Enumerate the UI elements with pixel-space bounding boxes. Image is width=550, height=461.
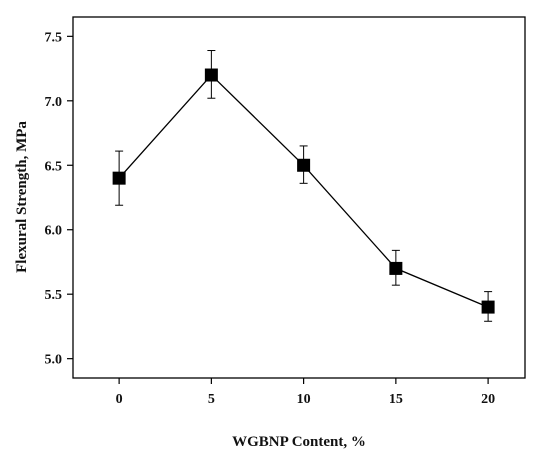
data-point-marker: [204, 68, 218, 82]
plot-frame: [72, 16, 526, 379]
x-tick-label: 0: [116, 392, 123, 407]
data-point-marker: [481, 300, 495, 314]
data-point-marker: [112, 171, 126, 185]
x-axis-title: WGBNP Content, %: [232, 434, 366, 450]
y-tick-label: 5.0: [45, 353, 63, 368]
x-tick-label: 15: [389, 392, 403, 407]
series-line: [118, 74, 489, 308]
ticks-layer: 0 5 10 15 20 5.0 5.5 6.0 6.5 7.0 7.5: [45, 30, 496, 407]
y-tick-label: 6.0: [45, 224, 63, 239]
x-tick-label: 20: [481, 392, 495, 407]
y-tick-label: 6.5: [45, 159, 63, 174]
y-tick-label: 7.5: [45, 30, 63, 45]
data-point-marker: [297, 158, 311, 172]
x-tick-label: 5: [208, 392, 215, 407]
y-axis-title: Flexural Strength, MPa: [14, 121, 30, 273]
data-layer: [112, 50, 495, 322]
y-tick-label: 5.5: [45, 288, 63, 303]
x-tick-label: 10: [297, 392, 311, 407]
y-tick-label: 7.0: [45, 95, 63, 110]
data-point-marker: [389, 261, 403, 275]
